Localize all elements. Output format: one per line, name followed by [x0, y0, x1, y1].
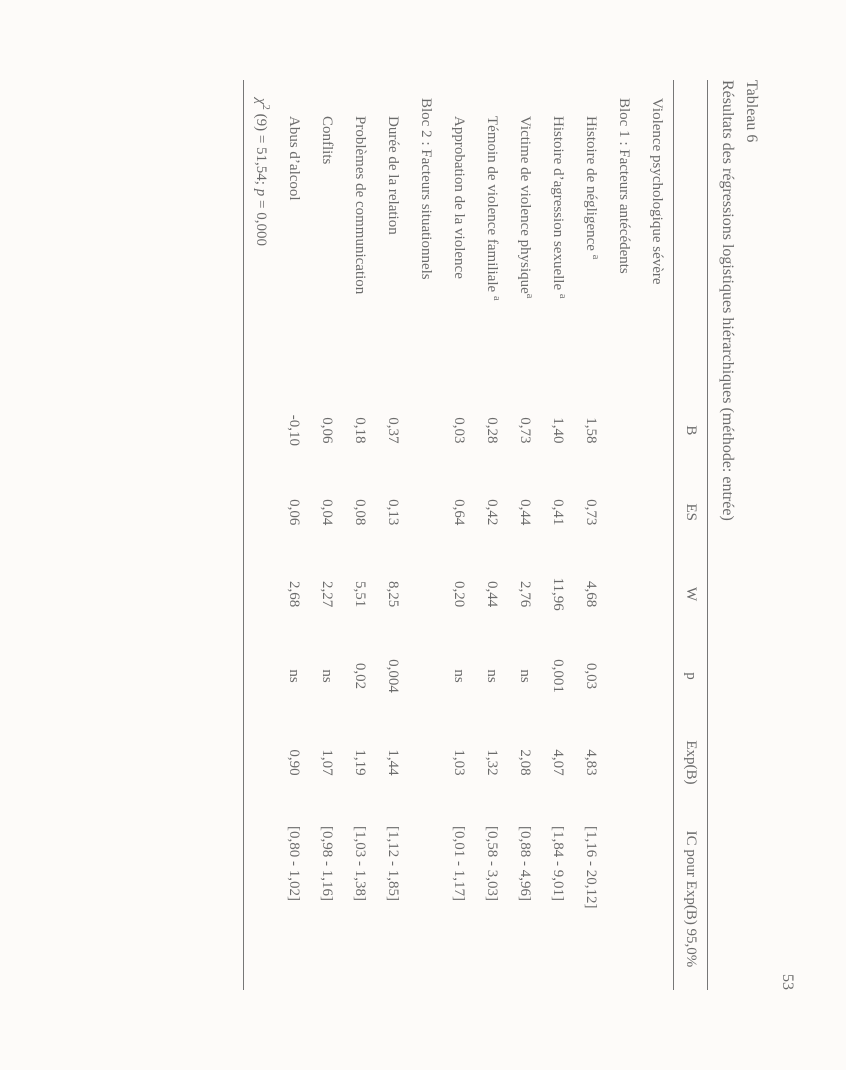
col-w: W [674, 553, 708, 635]
cell-ci: [0,80 - 1,02] [277, 808, 310, 990]
bloc2-label: Bloc 2 : Facteurs situationnels [409, 80, 442, 990]
table-row: Problèmes de communication 0,18 0,08 5,5… [343, 80, 376, 990]
table-row: Approbation de la violence 0,03 0,64 0,2… [442, 80, 475, 990]
page-number: 53 [778, 80, 796, 990]
cell-expb: 2,08 [508, 717, 541, 808]
table-row: Abus d’alcool -0,10 0,06 2,68 ns 0,90 [0… [277, 80, 310, 990]
cell-b: 0,06 [310, 389, 343, 471]
cell-es: 0,08 [343, 471, 376, 553]
cell-expb: 0,90 [277, 717, 310, 808]
cell-w: 2,68 [277, 553, 310, 635]
bloc-row: Bloc 1 : Facteurs antécédents [607, 80, 640, 990]
row-sup: a [557, 294, 568, 299]
cell-w: 5,51 [343, 553, 376, 635]
table-row: Histoire d’agression sexuelle a 1,40 0,4… [541, 80, 574, 990]
col-b: B [674, 389, 708, 471]
col-ci: IC pour Exp(B) 95,0% [674, 808, 708, 990]
table-header-row: B ES W p Exp(B) IC pour Exp(B) 95,0% [674, 80, 708, 990]
cell-w: 0,44 [475, 553, 508, 635]
cell-expb: 4,07 [541, 717, 574, 808]
row-label: Approbation de la violence [451, 116, 467, 279]
chi-square-row: χ2 (9) = 51,54; p = 0,000 [244, 80, 278, 990]
row-sup: a [524, 294, 535, 299]
cell-es: 0,44 [508, 471, 541, 553]
cell-b: 0,37 [376, 389, 409, 471]
cell-expb: 1,32 [475, 717, 508, 808]
cell-b: 0,18 [343, 389, 376, 471]
row-label: Problèmes de communication [352, 116, 368, 294]
chi-df: (9) = 51,54; [253, 110, 269, 189]
row-label: Victime de violence physique [517, 116, 533, 294]
cell-p: 0,001 [541, 635, 574, 717]
cell-p: ns [475, 635, 508, 717]
cell-w: 2,27 [310, 553, 343, 635]
cell-ci: [0,58 - 3,03] [475, 808, 508, 990]
cell-ci: [1,03 - 1,38] [343, 808, 376, 990]
row-label: Témoin de violence familiale [484, 116, 500, 292]
section-row: Violence psychologique sévère [640, 80, 674, 990]
row-label: Abus d’alcool [286, 116, 302, 201]
cell-ci: [0,01 - 1,17] [442, 808, 475, 990]
row-sup: a [491, 296, 502, 301]
cell-expb: 1,44 [376, 717, 409, 808]
cell-es: 0,04 [310, 471, 343, 553]
bloc-row: Bloc 2 : Facteurs situationnels [409, 80, 442, 990]
cell-w: 11,96 [541, 553, 574, 635]
col-p: p [674, 635, 708, 717]
section-label: Violence psychologique sévère [640, 80, 674, 990]
cell-p: ns [310, 635, 343, 717]
table-row: Histoire de négligence a 1,58 0,73 4,68 … [574, 80, 607, 990]
cell-b: 0,03 [442, 389, 475, 471]
table-number: Tableau 6 [742, 80, 760, 990]
table-row: Durée de la relation 0,37 0,13 8,25 0,00… [376, 80, 409, 990]
cell-w: 8,25 [376, 553, 409, 635]
cell-expb: 1,03 [442, 717, 475, 808]
cell-ci: [1,12 - 1,85] [376, 808, 409, 990]
cell-ci: [1,16 - 20,12] [574, 808, 607, 990]
cell-es: 0,42 [475, 471, 508, 553]
col-es: ES [674, 471, 708, 553]
table-row: Victime de violence physiquea 0,73 0,44 … [508, 80, 541, 990]
row-label: Histoire d’agression sexuelle [550, 116, 566, 290]
cell-b: 1,40 [541, 389, 574, 471]
cell-b: -0,10 [277, 389, 310, 471]
table-row: Témoin de violence familiale a 0,28 0,42… [475, 80, 508, 990]
cell-p: ns [508, 635, 541, 717]
cell-ci: [0,98 - 1,16] [310, 808, 343, 990]
row-label: Histoire de négligence [583, 116, 599, 251]
cell-w: 4,68 [574, 553, 607, 635]
chi-symbol: χ [253, 98, 269, 105]
row-sup: a [590, 255, 601, 260]
cell-es: 0,13 [376, 471, 409, 553]
col-expb: Exp(B) [674, 717, 708, 808]
cell-w: 0,20 [442, 553, 475, 635]
cell-p: ns [442, 635, 475, 717]
cell-b: 1,58 [574, 389, 607, 471]
cell-p: 0,03 [574, 635, 607, 717]
cell-w: 2,76 [508, 553, 541, 635]
table-title: Résultats des régressions logistiques hi… [707, 80, 736, 990]
table-row: Conflits 0,06 0,04 2,27 ns 1,07 [0,98 - … [310, 80, 343, 990]
cell-expb: 4,83 [574, 717, 607, 808]
row-label: Durée de la relation [385, 116, 401, 235]
row-label: Conflits [319, 116, 335, 164]
cell-es: 0,06 [277, 471, 310, 553]
cell-p: 0,02 [343, 635, 376, 717]
cell-p: ns [277, 635, 310, 717]
regression-table: B ES W p Exp(B) IC pour Exp(B) 95,0% Vio… [243, 80, 707, 990]
cell-p: 0,004 [376, 635, 409, 717]
cell-es: 0,41 [541, 471, 574, 553]
cell-es: 0,64 [442, 471, 475, 553]
cell-ci: [0,88 - 4,96] [508, 808, 541, 990]
cell-expb: 1,19 [343, 717, 376, 808]
cell-b: 0,73 [508, 389, 541, 471]
p-eq: = 0,000 [253, 196, 269, 246]
cell-es: 0,73 [574, 471, 607, 553]
cell-b: 0,28 [475, 389, 508, 471]
bloc1-label: Bloc 1 : Facteurs antécédents [607, 80, 640, 990]
cell-expb: 1,07 [310, 717, 343, 808]
cell-ci: [1,84 - 9,01] [541, 808, 574, 990]
